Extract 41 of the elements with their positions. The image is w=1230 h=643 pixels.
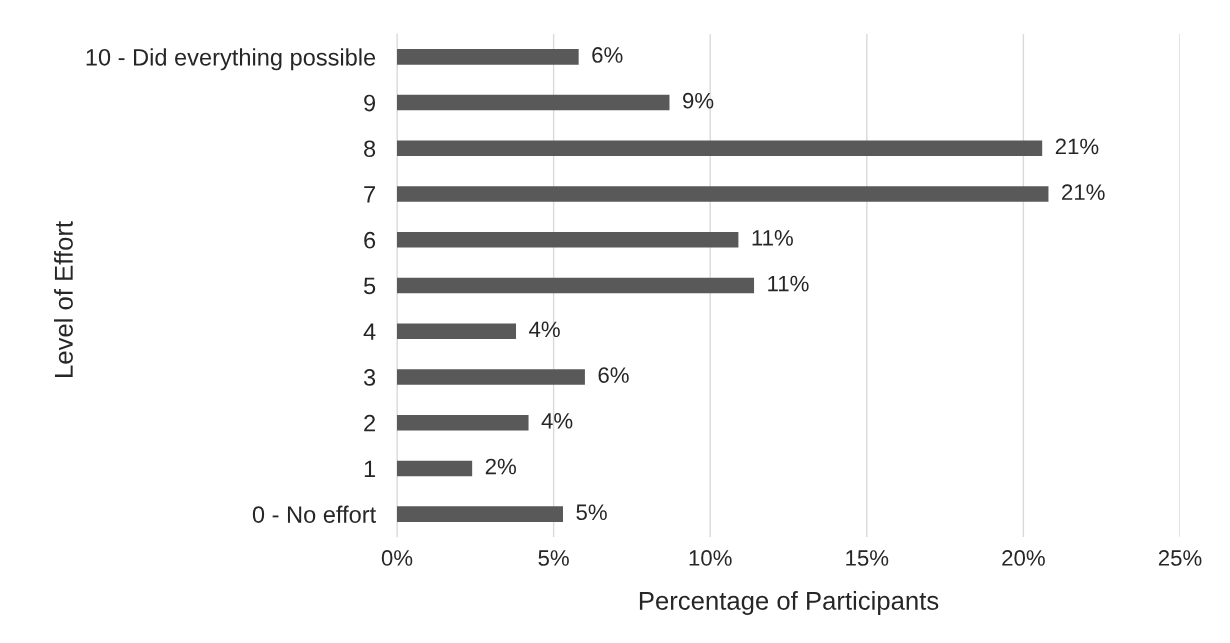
y-tick-label: 3	[363, 369, 376, 386]
y-tick-label: 10 - Did everything possible	[86, 48, 376, 71]
y-tick-label: 0 - No effort	[252, 505, 376, 523]
y-tick-label: 9	[364, 94, 376, 112]
x-tick-label: 15%	[846, 550, 889, 566]
data-label: 21%	[1062, 184, 1105, 200]
y-tick-label: 8	[364, 140, 376, 158]
x-tick-label: 10%	[689, 550, 732, 566]
x-tick-label: 0%	[381, 550, 413, 566]
data-label: 2%	[485, 458, 516, 475]
data-label: 11%	[752, 230, 793, 246]
bar	[397, 323, 517, 339]
bar	[397, 232, 739, 248]
y-tick-label: 6	[364, 231, 376, 249]
bar	[397, 460, 473, 477]
data-label: 11%	[768, 275, 809, 292]
data-label: 6%	[592, 47, 623, 63]
data-label: 4%	[529, 321, 560, 338]
bar	[397, 414, 529, 431]
x-tick-label: 25%	[1158, 550, 1202, 566]
data-label: 5%	[576, 504, 607, 521]
bar	[397, 369, 585, 385]
y-tick-label: 4	[363, 323, 376, 340]
bar	[397, 94, 670, 111]
y-tick-label: 7	[364, 186, 375, 203]
bar	[397, 49, 579, 65]
bar	[397, 186, 1049, 202]
y-axis-title: Level of Effort	[54, 221, 73, 377]
data-label: 21%	[1055, 138, 1099, 155]
y-tick-label: 2	[364, 414, 375, 432]
bar	[397, 277, 755, 294]
x-axis-title: Percentage of Participants	[639, 591, 939, 615]
data-label: 9%	[683, 92, 714, 109]
data-label: 4%	[541, 413, 573, 429]
y-tick-label: 1	[364, 460, 376, 477]
x-tick-label: 20%	[1002, 550, 1045, 566]
y-tick-label: 5	[363, 277, 376, 295]
bar	[397, 140, 1043, 157]
x-tick-label: 5%	[538, 550, 569, 566]
bar	[397, 506, 563, 522]
data-label: 6%	[598, 367, 629, 383]
